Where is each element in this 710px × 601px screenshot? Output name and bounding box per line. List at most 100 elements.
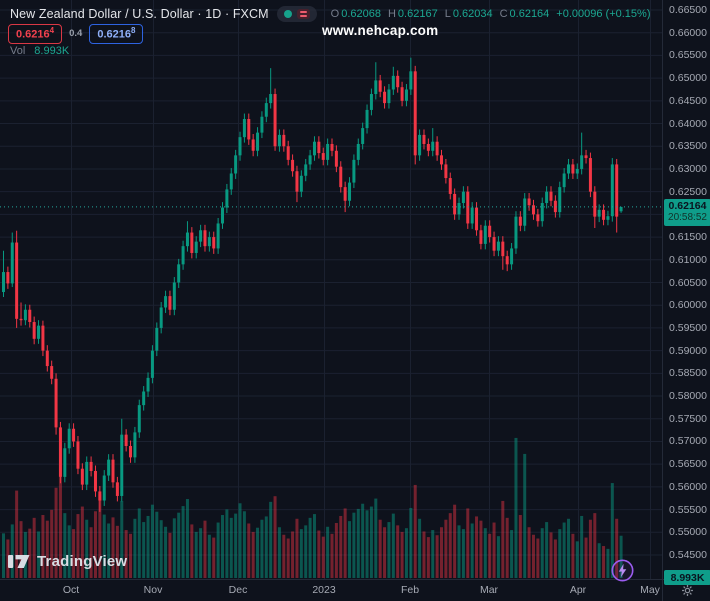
ask-sup-digit: 8 bbox=[130, 26, 136, 35]
volume-bar bbox=[597, 543, 601, 578]
market-status-pill[interactable] bbox=[276, 6, 317, 22]
tradingview-logo-text: TradingView bbox=[37, 553, 128, 570]
candle-body bbox=[426, 143, 430, 151]
time-tick-label[interactable]: Mar bbox=[479, 584, 499, 596]
volume-bar bbox=[383, 527, 387, 578]
candle-body bbox=[492, 237, 496, 251]
candle-body bbox=[448, 178, 452, 194]
candle-body bbox=[124, 434, 128, 447]
volume-bar bbox=[203, 520, 207, 578]
low-label: L bbox=[444, 8, 451, 20]
high-value: 0.62167 bbox=[397, 8, 438, 20]
candle-body bbox=[277, 134, 281, 147]
last-price-badge: 0.62164 20:58:52 bbox=[664, 198, 710, 226]
volume-bar bbox=[72, 529, 76, 578]
symbol-title[interactable]: New Zealand Dollar / U.S. Dollar · 1D · … bbox=[10, 7, 269, 21]
volume-bar bbox=[216, 522, 220, 578]
volume-bar bbox=[76, 514, 80, 578]
candle-body bbox=[28, 309, 32, 323]
bid-sup-digit: 4 bbox=[49, 26, 55, 35]
volume-bar bbox=[448, 513, 452, 578]
time-axis[interactable]: Oct Nov Dec 2023 Feb Mar Apr May bbox=[0, 579, 662, 601]
volume-bar bbox=[111, 517, 115, 578]
time-tick-label[interactable]: Feb bbox=[400, 584, 420, 596]
price-tick-label: 0.61000 bbox=[669, 253, 707, 266]
volume-bar bbox=[562, 522, 566, 578]
time-tick-label[interactable]: Apr bbox=[569, 584, 587, 596]
candle-body bbox=[562, 173, 566, 188]
open-value: 0.62068 bbox=[341, 8, 381, 20]
price-tick-label: 0.58500 bbox=[669, 367, 707, 380]
candle-body bbox=[264, 103, 268, 117]
volume-bar bbox=[615, 518, 619, 578]
volume-bar bbox=[67, 525, 71, 578]
price-tick-label: 0.63000 bbox=[669, 162, 707, 175]
volume-value: 8.993K bbox=[34, 45, 70, 57]
candle-body bbox=[291, 159, 295, 172]
candle-body bbox=[115, 482, 119, 496]
volume-bar bbox=[321, 536, 325, 578]
volume-bar bbox=[286, 538, 290, 578]
volume-bar bbox=[124, 530, 128, 578]
volume-bar bbox=[115, 525, 119, 578]
volume-bar bbox=[545, 522, 549, 578]
time-tick-label[interactable]: 2023 bbox=[312, 584, 336, 596]
candle-body bbox=[146, 377, 150, 392]
volume-label: Vol bbox=[10, 45, 26, 57]
volume-bar bbox=[181, 506, 185, 578]
price-tick-label: 0.56000 bbox=[669, 480, 707, 493]
volume-bar bbox=[431, 530, 435, 578]
price-tick-label: 0.55000 bbox=[669, 526, 707, 539]
time-tick-label[interactable]: Dec bbox=[228, 584, 248, 596]
volume-bar bbox=[58, 476, 62, 578]
volume-bar bbox=[326, 526, 330, 578]
price-tick-label: 0.54500 bbox=[669, 549, 707, 561]
candle-body bbox=[378, 80, 382, 92]
candle-body bbox=[295, 171, 299, 192]
volume-bar bbox=[510, 530, 514, 578]
candle-body bbox=[352, 159, 356, 183]
volume-bar bbox=[413, 484, 417, 578]
lightning-button[interactable] bbox=[611, 559, 634, 582]
price-tick-label: 0.66500 bbox=[669, 4, 707, 16]
candle-body bbox=[540, 203, 544, 222]
volume-bar bbox=[466, 508, 470, 578]
price-axis[interactable]: 0.62164 20:58:52 8.993K 0.66500 0.66000 0.… bbox=[662, 0, 710, 585]
candle-body bbox=[488, 225, 492, 238]
time-tick-label[interactable]: Nov bbox=[143, 584, 163, 596]
open-label: O bbox=[330, 8, 340, 20]
price-tick-label: 0.63500 bbox=[669, 140, 707, 153]
volume-bar bbox=[330, 533, 334, 578]
gear-icon[interactable] bbox=[681, 584, 694, 597]
volume-bar bbox=[409, 507, 413, 578]
change-value: +0.00096 (+0.15%) bbox=[556, 8, 651, 20]
volume-bar bbox=[2, 533, 5, 578]
tradingview-logo[interactable]: TradingView bbox=[8, 553, 127, 570]
volume-bar bbox=[242, 511, 246, 578]
last-price-value: 0.62164 bbox=[668, 200, 707, 213]
bid-badge[interactable]: 0.62164 bbox=[8, 24, 63, 44]
candle-body bbox=[172, 282, 176, 310]
volume-bar bbox=[199, 528, 203, 578]
time-tick-label[interactable]: May bbox=[640, 584, 660, 596]
candle-body bbox=[518, 216, 522, 226]
candlestick-chart-surface[interactable] bbox=[0, 0, 662, 579]
time-tick-label[interactable]: Oct bbox=[62, 584, 80, 596]
candle-body bbox=[461, 191, 465, 204]
candle-body bbox=[32, 322, 36, 339]
bar-countdown: 20:58:52 bbox=[668, 212, 707, 224]
volume-bar bbox=[479, 520, 483, 578]
volume-bar bbox=[418, 518, 422, 578]
ask-badge[interactable]: 0.62168 bbox=[89, 24, 144, 44]
candle-body bbox=[365, 109, 369, 129]
volume-readout: Vol 8.993K bbox=[10, 45, 69, 57]
candle-body bbox=[50, 366, 54, 379]
volume-bar bbox=[155, 511, 159, 578]
candle-body bbox=[383, 91, 387, 104]
ask-value: 0.6216 bbox=[97, 28, 131, 41]
candle-body bbox=[321, 153, 325, 160]
candle-body bbox=[251, 139, 255, 151]
candle-body bbox=[164, 296, 168, 308]
high-label: H bbox=[387, 8, 396, 20]
volume-bar bbox=[37, 531, 41, 578]
